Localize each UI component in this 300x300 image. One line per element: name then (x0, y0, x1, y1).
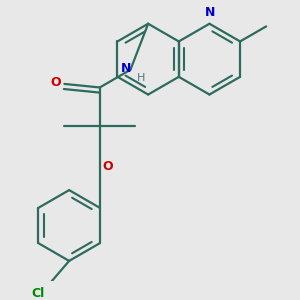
Text: N: N (205, 6, 216, 19)
Text: Cl: Cl (32, 286, 45, 300)
Text: H: H (137, 74, 145, 83)
Text: O: O (103, 160, 113, 173)
Text: O: O (50, 76, 61, 89)
Text: N: N (121, 62, 131, 75)
